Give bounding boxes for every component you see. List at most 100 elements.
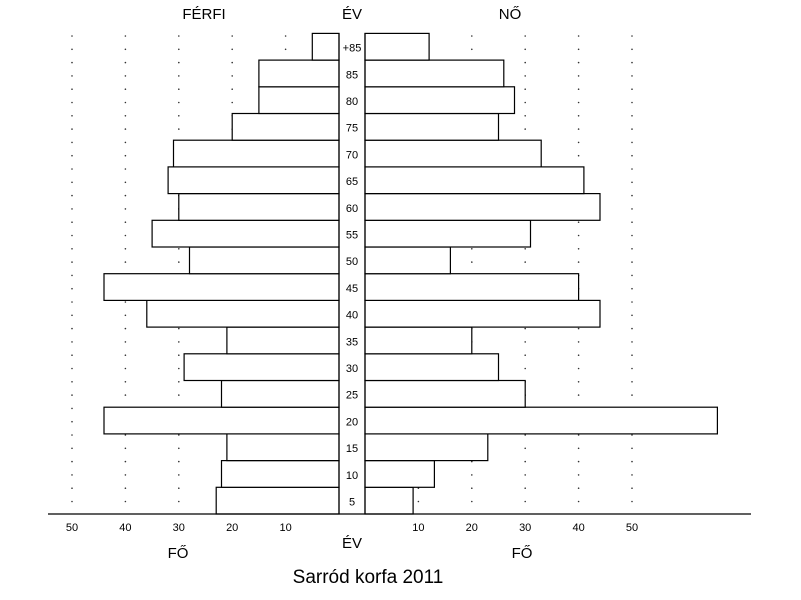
grid-dot — [124, 48, 127, 51]
axes — [48, 33, 751, 515]
grid-dot — [178, 248, 180, 250]
grid-dot — [524, 61, 526, 64]
grid-dot — [71, 274, 73, 277]
grid-dot — [524, 367, 526, 370]
age-label: 25 — [346, 390, 358, 402]
grid-dot — [471, 261, 473, 263]
grid-dot — [178, 128, 180, 130]
grid-dot — [71, 194, 73, 197]
male-bar — [226, 326, 340, 355]
grid-dot — [577, 35, 580, 37]
male-bar — [172, 139, 340, 168]
grid-dot — [71, 128, 73, 130]
grid-dot — [631, 261, 633, 263]
x-tick-label: 10 — [412, 522, 424, 534]
x-tick-label: 50 — [66, 522, 78, 534]
age-label: 75 — [346, 123, 358, 135]
grid-dot — [124, 301, 127, 303]
grid-dot — [524, 88, 526, 90]
grid-dot — [178, 48, 180, 51]
grid-dot — [471, 248, 473, 250]
grid-dot — [631, 88, 633, 90]
grid-dot — [524, 327, 526, 330]
female-bar — [364, 139, 542, 168]
grid-dot — [631, 168, 633, 170]
grid-dot — [178, 434, 180, 436]
grid-dot — [524, 474, 526, 476]
grid-dot — [577, 487, 580, 490]
grid-dot — [178, 500, 180, 503]
grid-dot — [631, 208, 633, 210]
female-bar — [364, 32, 430, 61]
grid-dot — [577, 381, 580, 383]
x-tick-label: 30 — [173, 522, 185, 534]
grid-dot — [631, 314, 633, 317]
grid-dot — [124, 460, 127, 463]
age-label: 70 — [346, 149, 358, 161]
grid-dot — [631, 274, 633, 277]
grid-dot — [124, 234, 127, 237]
grid-dot — [124, 327, 127, 330]
grid-dot — [178, 341, 180, 343]
grid-dot — [71, 168, 73, 170]
grid-dot — [124, 208, 127, 210]
grid-dot — [231, 101, 233, 104]
age-label: 35 — [346, 336, 358, 348]
grid-dot — [178, 75, 180, 77]
grid-dot — [471, 48, 473, 51]
grid-dot — [631, 154, 633, 157]
grid-dot — [178, 394, 180, 396]
grid-dot — [71, 314, 73, 317]
age-label: 15 — [346, 443, 358, 455]
grid-dot — [577, 500, 580, 503]
grid-dot — [631, 248, 633, 250]
female-header: NŐ — [499, 6, 522, 23]
grid-dot — [577, 341, 580, 343]
age-label: 65 — [346, 176, 358, 188]
grid-dot — [631, 327, 633, 330]
female-bar — [364, 433, 489, 462]
grid-dot — [124, 35, 127, 37]
grid-dot — [124, 75, 127, 77]
grid-dot — [231, 88, 233, 90]
grid-dot — [631, 35, 633, 37]
male-bar — [258, 59, 340, 88]
grid-dot — [124, 101, 127, 104]
grid-dot — [524, 354, 526, 357]
grid-dot — [71, 500, 73, 503]
grid-dot — [631, 75, 633, 77]
grid-dot — [631, 101, 633, 104]
x-tick-label: 20 — [466, 522, 478, 534]
grid-dot — [124, 434, 127, 436]
age-label: 10 — [346, 470, 358, 482]
grid-dot — [178, 381, 180, 383]
grid-dot — [577, 248, 580, 250]
x-tick-labels: 50 40 30 20 10 10 20 30 40 50 — [66, 522, 638, 534]
grid-dot — [124, 154, 127, 157]
grid-dot — [124, 354, 127, 357]
grid-dot — [124, 128, 127, 130]
grid-dot — [178, 460, 180, 463]
age-label: 80 — [346, 96, 358, 108]
grid-dot — [71, 381, 73, 383]
grid-dot — [124, 168, 127, 170]
grid-dot — [577, 460, 580, 463]
grid-dot — [71, 208, 73, 210]
age-label: 60 — [346, 203, 358, 215]
grid-dot — [524, 460, 526, 463]
grid-dot — [631, 287, 633, 290]
grid-dot — [577, 394, 580, 396]
x-tick-label: 40 — [572, 522, 584, 534]
grid-dot — [471, 460, 473, 463]
grid-dot — [178, 115, 180, 117]
grid-dot — [71, 327, 73, 330]
grid-dot — [178, 101, 180, 104]
grid-dot — [577, 354, 580, 357]
grid-dot — [631, 354, 633, 357]
grid-dot — [71, 234, 73, 237]
grid-dot — [524, 341, 526, 343]
grid-dot — [631, 500, 633, 503]
x-axis-label-male: FŐ — [168, 545, 189, 562]
grid-dot — [577, 221, 580, 223]
